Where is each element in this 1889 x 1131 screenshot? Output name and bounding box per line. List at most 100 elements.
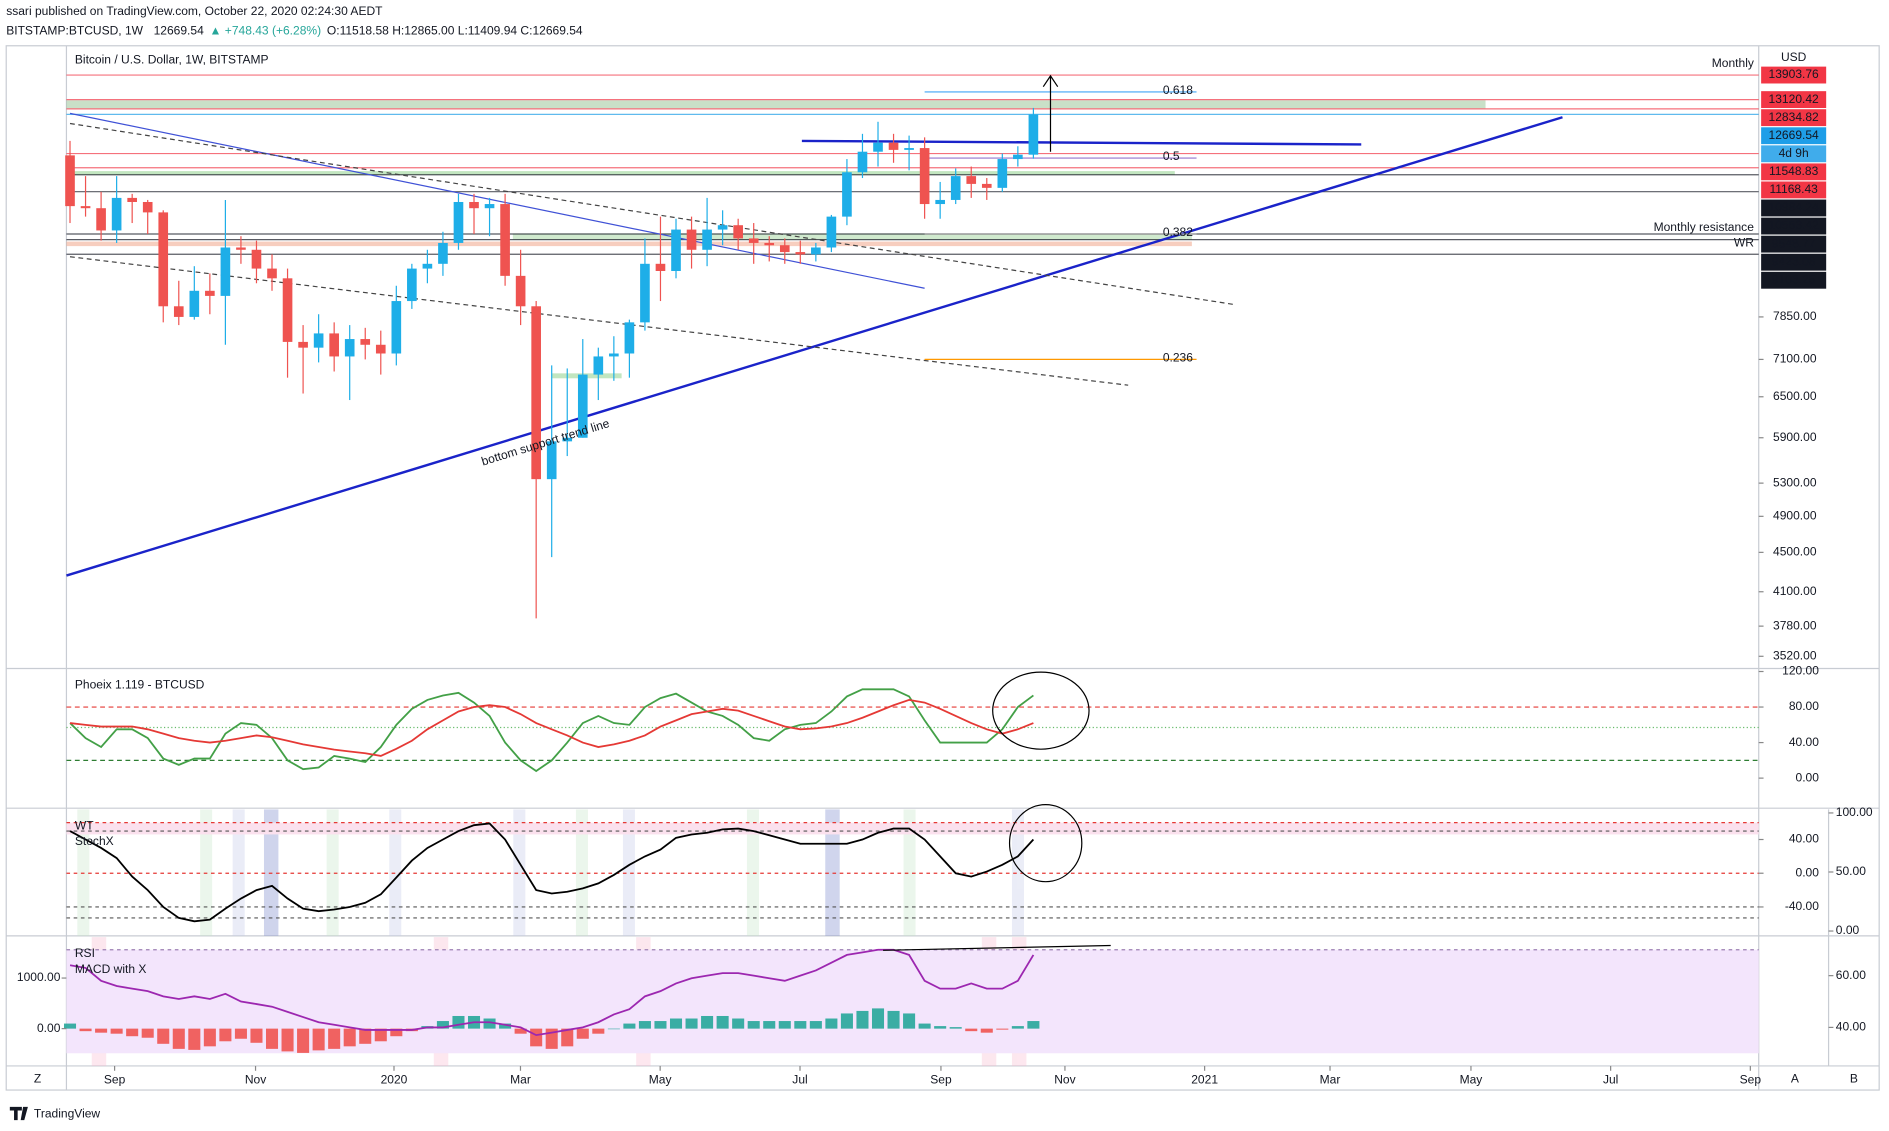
candle-body [593, 356, 604, 375]
y2-tick-label: 50.00 [1836, 864, 1866, 878]
candle-body [1013, 154, 1023, 160]
candle-body [919, 148, 930, 205]
histogram-bar [654, 1021, 667, 1029]
candle-body [500, 204, 510, 276]
y2-tick-label: 40.00 [1836, 1020, 1866, 1034]
price-label-box [1761, 181, 1827, 199]
y-tick-label: 40.00 [1789, 832, 1819, 846]
candle-body [717, 225, 728, 230]
candle-body [422, 263, 433, 269]
y-tick-label: 3780.00 [1773, 618, 1817, 632]
histogram-bar [483, 1018, 496, 1029]
zone [66, 241, 1192, 247]
pane-title: Phoeix 1.119 - BTCUSD [75, 678, 205, 692]
candle-body [236, 247, 246, 250]
x-tick-label: Jul [1603, 1073, 1618, 1087]
candle-body [795, 252, 806, 255]
control[interactable]: A [1791, 1071, 1799, 1085]
x-tick-label: Sep [104, 1073, 126, 1087]
histogram-bar [887, 1010, 900, 1029]
control[interactable]: Z [34, 1071, 41, 1085]
histogram-bar [234, 1028, 247, 1039]
histogram-bar [1027, 1021, 1040, 1029]
histogram-bar [514, 1028, 527, 1034]
histogram-bar [980, 1028, 993, 1033]
candle-body [655, 263, 666, 271]
stripe [1011, 809, 1024, 936]
histogram-bar [157, 1028, 170, 1044]
candle-body [748, 238, 759, 243]
arrow [1042, 74, 1059, 152]
candle-body [609, 353, 619, 357]
x-tick-label: Sep [930, 1073, 952, 1087]
histogram-bar [871, 1008, 885, 1029]
pane-subtitle: MACD with X [75, 962, 147, 976]
currency: USD [1781, 50, 1807, 64]
y-tick-label: 6500.00 [1773, 389, 1817, 403]
candle-body [546, 441, 557, 480]
author-line: ssari published on TradingView.com, Octo… [6, 4, 383, 18]
stripe [622, 809, 635, 936]
ohlc: O:11518.58 H:12865.00 L:11409.94 C:12669… [327, 24, 583, 38]
y-tick-label: 80.00 [1789, 699, 1819, 713]
histogram-bar [390, 1028, 403, 1037]
histogram-bar [716, 1015, 729, 1029]
candle-body [950, 176, 961, 200]
zone [66, 171, 1175, 175]
fib-label: 0.618 [1163, 83, 1193, 97]
histogram-bar [825, 1018, 838, 1029]
histogram-bar [79, 1028, 92, 1032]
histogram-bar [809, 1021, 822, 1029]
candle-body [888, 142, 899, 150]
histogram-bar [576, 1028, 589, 1039]
symbol-line: BITSTAMP:BTCUSD, 1W 12669.54 ▲ +748.43 (… [6, 24, 583, 38]
candle-body [531, 306, 541, 480]
brand: TradingView [34, 1106, 101, 1120]
histogram-bar [840, 1013, 853, 1029]
y2-tick-label: 60.00 [1836, 968, 1866, 982]
candle-body [764, 242, 775, 246]
histogram-bar [499, 1023, 512, 1029]
x-tick-label: Jul [792, 1073, 807, 1087]
candle-body [966, 176, 977, 184]
histogram-bar [436, 1021, 449, 1029]
candle-body [158, 212, 169, 307]
candle-body [1028, 114, 1039, 155]
histogram-bar [172, 1028, 185, 1049]
price-label-box [1761, 217, 1827, 235]
price-label-box [1761, 127, 1827, 145]
price-label: 13903.76 [1769, 67, 1819, 81]
candle-body [173, 306, 184, 317]
price-label: 10553.42 [1769, 218, 1819, 232]
drawn-circle [992, 671, 1090, 750]
band [66, 822, 1759, 835]
control[interactable]: B [1850, 1071, 1858, 1085]
price-label-box [1761, 91, 1827, 109]
candle-body [65, 155, 75, 207]
stripe [903, 809, 916, 936]
x-tick-label: 2021 [1191, 1073, 1218, 1087]
candle-body [267, 268, 277, 279]
price-label: 13120.42 [1769, 92, 1819, 106]
price-label-box [1761, 163, 1827, 181]
histogram-bar [607, 1028, 620, 1030]
candle-body [873, 142, 883, 152]
y-tick-label: 5300.00 [1773, 475, 1817, 489]
indicator-line [69, 688, 1034, 773]
trend-line [69, 112, 925, 289]
histogram-bar [794, 1021, 807, 1029]
candle-body [686, 229, 697, 250]
x-tick-label: Mar [1320, 1073, 1341, 1087]
candle-body [702, 229, 712, 250]
indicator-line [69, 698, 1034, 757]
candle-body [360, 339, 371, 345]
candle-body [640, 263, 650, 323]
drawn-circle [1008, 803, 1083, 883]
price-label-box [1761, 235, 1827, 253]
fib-label: 0.236 [1163, 350, 1193, 364]
y-tick-label: 40.00 [1789, 735, 1819, 749]
histogram-bar [250, 1028, 263, 1043]
y-tick-label: 0.00 [37, 1021, 61, 1035]
histogram-bar [343, 1028, 356, 1047]
x-tick-label: May [1460, 1073, 1483, 1087]
